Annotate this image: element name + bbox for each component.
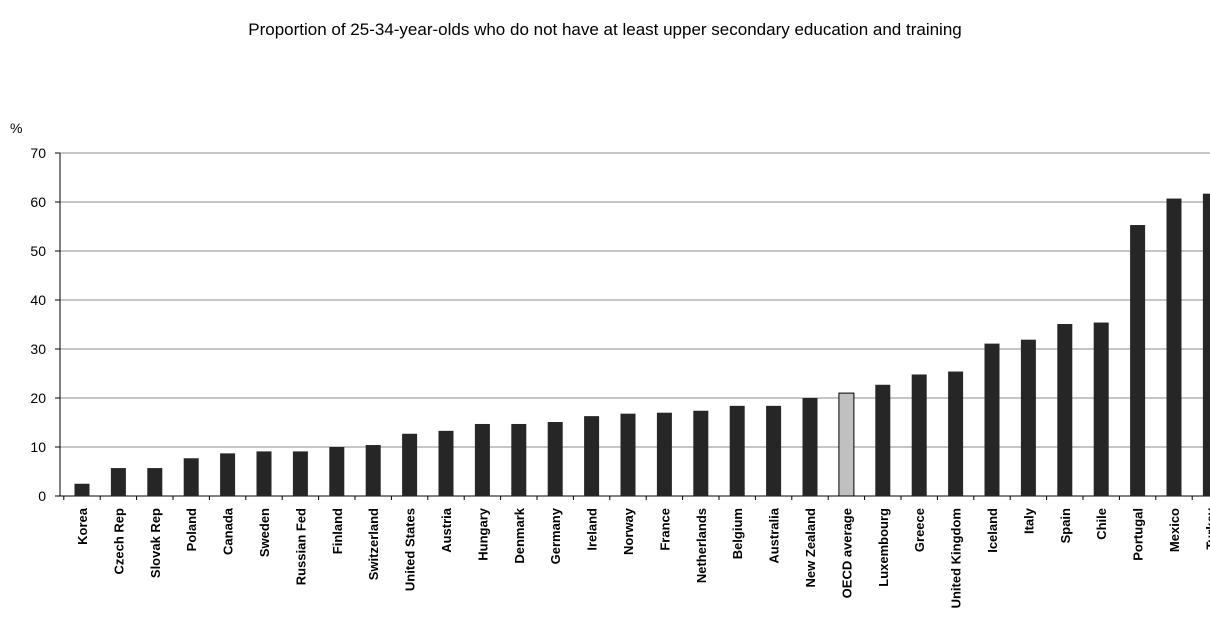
bar-france bbox=[656, 412, 672, 496]
bar-finland bbox=[329, 447, 345, 496]
bar-united-kingdom bbox=[948, 371, 964, 496]
x-tick-label: Iceland bbox=[985, 508, 1000, 553]
bar-iceland bbox=[984, 343, 1000, 496]
y-tick-label: 20 bbox=[30, 390, 46, 406]
x-tick-label: United States bbox=[403, 508, 418, 591]
bar-czech-rep bbox=[110, 468, 126, 496]
x-tick-label: Czech Rep bbox=[111, 508, 126, 575]
x-tick-label: Portugal bbox=[1131, 508, 1146, 561]
bar-united-states bbox=[402, 433, 418, 496]
bar-greece bbox=[911, 374, 927, 496]
y-tick-label: 30 bbox=[30, 341, 46, 357]
bar-luxembourg bbox=[875, 384, 891, 496]
bar-mexico bbox=[1166, 198, 1182, 496]
bar-sweden bbox=[256, 451, 272, 496]
x-tick-label: Mexico bbox=[1167, 508, 1182, 552]
bar-switzerland bbox=[365, 445, 381, 496]
x-tick-label: Spain bbox=[1058, 508, 1073, 543]
bar-australia bbox=[766, 405, 782, 496]
x-tick-label: Hungary bbox=[475, 507, 490, 560]
gridlines bbox=[60, 152, 1210, 448]
bar-denmark bbox=[511, 423, 527, 496]
bar-ireland bbox=[584, 416, 600, 496]
x-tick-label: Poland bbox=[184, 508, 199, 551]
x-tick-label: Luxembourg bbox=[876, 508, 891, 587]
x-tick-label: Italy bbox=[1021, 507, 1036, 534]
bar-austria bbox=[438, 430, 454, 496]
x-tick-label: Ireland bbox=[585, 508, 600, 551]
y-tick-labels: 0 10 20 30 40 50 60 70 bbox=[30, 145, 46, 504]
bar-germany bbox=[547, 422, 563, 496]
x-tick-label: Denmark bbox=[512, 507, 527, 563]
x-tick-label: Netherlands bbox=[694, 508, 709, 583]
y-tick-label: 40 bbox=[30, 292, 46, 308]
x-tick-label: Belgium bbox=[730, 508, 745, 559]
x-tick-label: Greece bbox=[912, 508, 927, 552]
x-tick-label: Sweden bbox=[257, 508, 272, 557]
x-tick-label: Finland bbox=[330, 508, 345, 554]
y-tick-label: 10 bbox=[30, 439, 46, 455]
x-tick-label: New Zealand bbox=[803, 508, 818, 588]
bar-turkey bbox=[1202, 193, 1210, 497]
x-tick-label: Slovak Rep bbox=[148, 508, 163, 578]
bar-hungary bbox=[474, 423, 490, 496]
bar-new-zealand bbox=[802, 398, 818, 496]
x-tick-label: Germany bbox=[548, 507, 563, 564]
x-tick-label: OECD average bbox=[839, 508, 854, 598]
bar-belgium bbox=[729, 405, 745, 496]
bar-oecd-average bbox=[838, 392, 855, 497]
y-tick-label: 70 bbox=[30, 145, 46, 161]
x-tick-label: Chile bbox=[1094, 508, 1109, 540]
y-axis-label: % bbox=[10, 120, 22, 136]
x-tick-label: Australia bbox=[767, 507, 782, 563]
x-tick-label: Turkey bbox=[1203, 507, 1210, 549]
bar-chile bbox=[1093, 322, 1109, 496]
bar-norway bbox=[620, 413, 636, 496]
chart-title: Proportion of 25-34-year-olds who do not… bbox=[248, 20, 962, 39]
bar-netherlands bbox=[693, 410, 709, 496]
bars bbox=[74, 193, 1210, 497]
bar-canada bbox=[220, 453, 236, 496]
bar-korea bbox=[74, 483, 90, 496]
y-tick-label: 0 bbox=[38, 488, 46, 504]
x-tick-label: Austria bbox=[439, 507, 454, 553]
y-tick-label: 50 bbox=[30, 243, 46, 259]
bar-poland bbox=[183, 458, 199, 496]
x-tick-label: United Kingdom bbox=[949, 508, 964, 608]
bar-russian-fed bbox=[292, 451, 308, 496]
x-tick-label: France bbox=[657, 508, 672, 551]
x-tick-label: Norway bbox=[621, 507, 636, 555]
x-tick-label: Russian Fed bbox=[293, 508, 308, 585]
bar-portugal bbox=[1130, 225, 1146, 496]
x-tick-label: Canada bbox=[221, 507, 236, 555]
x-tick-label: Switzerland bbox=[366, 508, 381, 580]
y-tick-label: 60 bbox=[30, 194, 46, 210]
x-tick-labels: Korea Czech Rep Slovak Rep Poland Canada Swed… bbox=[75, 507, 1210, 608]
x-tick-label: Korea bbox=[75, 507, 90, 545]
bar-slovak-rep bbox=[147, 468, 163, 496]
bar-spain bbox=[1057, 324, 1073, 496]
bar-italy bbox=[1020, 339, 1036, 496]
